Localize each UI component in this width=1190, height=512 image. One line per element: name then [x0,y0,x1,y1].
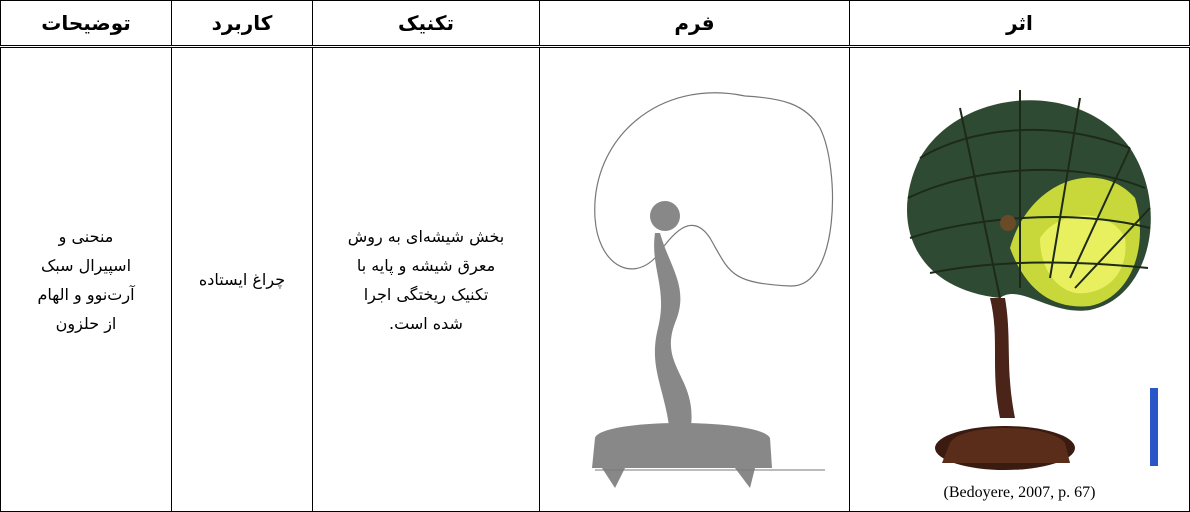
technique-line: شده است. [389,313,463,333]
header-cell: اثر [849,0,1190,48]
description-line: از حلزون [55,313,117,333]
technique-line: بخش شیشه‌ای به روش [347,226,505,246]
header-cell: تکنیک [312,0,540,48]
artwork-cell: (Bedoyere, 2007, p. 67) [849,46,1190,512]
description-line: اسپیرال سبک [40,255,132,275]
description-line: منحنی و [58,226,114,246]
form-drawing [592,92,834,488]
usage-cell: چراغ ایستاده [171,46,313,512]
description-line: آرت‌نوو و الهام [37,284,135,304]
form-cell [539,46,850,512]
body-row: (Bedoyere, 2007, p. 67) بخش شیشه‌ای به ر… [0,46,1190,512]
lamp-photo [906,90,1158,470]
description-cell: منحنی و اسپیرال سبک آرت‌نوو و الهام از ح… [0,46,172,512]
technique-line: معرق شیشه و پایه با [356,255,496,275]
header-cell: کاربرد [171,0,313,48]
header-row: اثر فرم تکنیک کاربرد توضیحات [0,0,1190,48]
technique-line: تکنیک ریختگی اجرا [363,284,489,304]
photo-caption: (Bedoyere, 2007, p. 67) [943,484,1096,501]
header-cell: فرم [539,0,850,48]
header-cell: توضیحات [0,0,172,48]
technique-cell: بخش شیشه‌ای به روش معرق شیشه و پایه با ت… [312,46,540,512]
